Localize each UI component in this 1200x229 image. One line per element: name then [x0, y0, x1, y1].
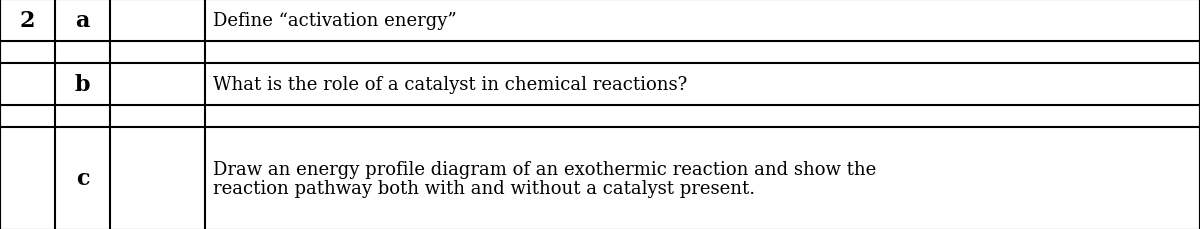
Text: b: b	[74, 74, 90, 95]
Text: What is the role of a catalyst in chemical reactions?: What is the role of a catalyst in chemic…	[214, 76, 688, 94]
Text: a: a	[76, 10, 90, 32]
Text: 2: 2	[19, 10, 35, 32]
Text: c: c	[76, 168, 89, 190]
Text: reaction pathway both with and without a catalyst present.: reaction pathway both with and without a…	[214, 180, 755, 198]
Text: Define “activation energy”: Define “activation energy”	[214, 12, 457, 30]
Text: Draw an energy profile diagram of an exothermic reaction and show the: Draw an energy profile diagram of an exo…	[214, 160, 876, 178]
